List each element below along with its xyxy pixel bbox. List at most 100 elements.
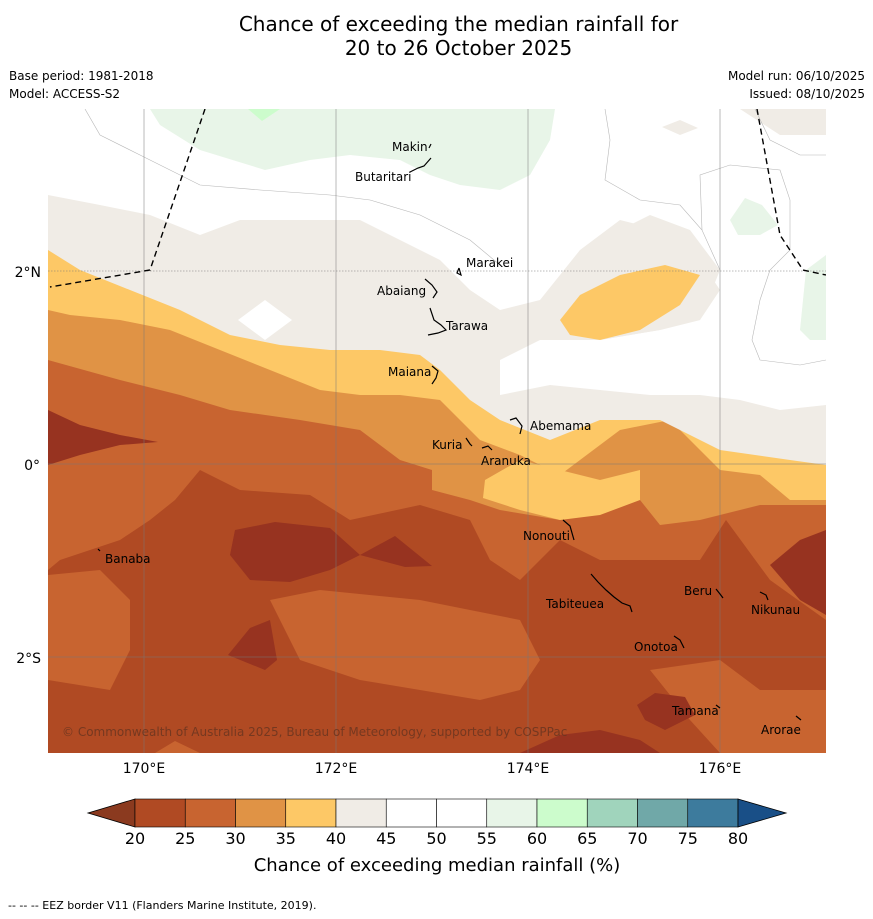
- x-tick-170e: 170°E: [123, 761, 166, 777]
- island-maiana: [431, 365, 439, 385]
- islands: [97, 143, 802, 721]
- contour-line-4: [699, 164, 826, 366]
- band-25-30-south2: [270, 590, 540, 700]
- meta-left: Base period: 1981-2018 Model: ACCESS-S2: [9, 67, 154, 103]
- colorbar-tick-label: 45: [376, 829, 396, 848]
- band-35-40-patch: [560, 265, 700, 340]
- island-abemama: [509, 417, 523, 435]
- island-tamana: [715, 704, 721, 709]
- x-axis-labels: 170°E 172°E 174°E 176°E: [123, 761, 742, 777]
- colorbar-ticks: 20 25 30 35 40 45 50 55 60 65 70 75 80: [125, 829, 748, 848]
- y-tick-2s: 2°S: [16, 651, 41, 667]
- grid: [48, 109, 826, 753]
- colorbar-bin: [134, 798, 186, 828]
- island-tarawa: [427, 307, 448, 336]
- y-tick-2n: 2°N: [15, 265, 41, 281]
- label-kuria: Kuria: [432, 438, 463, 452]
- colorbar-tick-label: 65: [577, 829, 597, 848]
- base-period: Base period: 1981-2018: [9, 69, 154, 83]
- colorbar-tick-label: 20: [125, 829, 145, 848]
- colorbar-tick-label: 30: [225, 829, 245, 848]
- island-nikunau: [759, 591, 769, 601]
- label-butaritari: Butaritari: [355, 170, 412, 184]
- band-45-55-island: [238, 300, 292, 340]
- label-beru: Beru: [684, 584, 712, 598]
- colorbar-tick-label: 70: [627, 829, 647, 848]
- title-line-2: 20 to 26 October 2025: [344, 36, 573, 60]
- band-55-60-east: [730, 198, 778, 235]
- island-banaba: [97, 548, 101, 552]
- meta-right: Model run: 06/10/2025 Issued: 08/10/2025: [728, 67, 865, 103]
- label-maiana: Maiana: [388, 365, 431, 379]
- island-abaiang: [424, 278, 438, 299]
- colorbar-tick-label: 25: [175, 829, 195, 848]
- label-tamana: Tamana: [671, 704, 719, 718]
- island-makin: [428, 143, 432, 149]
- band-25-30-se: [650, 660, 826, 753]
- island-kuria: [465, 437, 473, 447]
- contour-line-3: [754, 109, 826, 156]
- island-tabiteuea: [590, 573, 633, 613]
- label-onotoa: Onotoa: [634, 640, 678, 654]
- label-abaiang: Abaiang: [377, 284, 426, 298]
- x-tick-172e: 172°E: [315, 761, 358, 777]
- label-aranuka: Aranuka: [481, 454, 531, 468]
- band-below-20-west: [48, 410, 158, 465]
- island-beru: [715, 588, 724, 599]
- colorbar-bin: [385, 798, 437, 828]
- label-tarawa: Tarawa: [445, 319, 488, 333]
- eez-borders: [49, 109, 826, 288]
- colorbar-tick-label: 40: [326, 829, 346, 848]
- model-name: Model: ACCESS-S2: [9, 87, 121, 101]
- colorbar-tick-label: 80: [728, 829, 748, 848]
- label-arorae: Arorae: [761, 723, 801, 737]
- colorbar-tick-label: 50: [426, 829, 446, 848]
- colorbar-bin: [184, 798, 236, 828]
- eez-west: [49, 109, 206, 288]
- band-below-20-e: [770, 530, 826, 615]
- colorbar-tick-label: 35: [276, 829, 296, 848]
- colorbar-bin: [285, 798, 337, 828]
- band-below-20-a: [230, 522, 360, 582]
- label-makin: Makin: [392, 140, 428, 154]
- island-onotoa: [673, 635, 685, 649]
- colorbar-label: Chance of exceeding median rainfall (%): [254, 855, 621, 876]
- label-tabiteuea: Tabiteuea: [545, 597, 604, 611]
- colorbar-tick-label: 75: [678, 829, 698, 848]
- contour-line-1: [84, 109, 501, 266]
- eez-east: [756, 109, 826, 276]
- colorbar-bins: [134, 798, 739, 828]
- label-banaba: Banaba: [105, 552, 151, 566]
- island-nonouti: [562, 519, 575, 541]
- colorbar: 20 25 30 35 40 45 50 55 60 65 70 75 80 Chance of exc…: [86, 798, 788, 876]
- band-below-20-f: [520, 730, 660, 753]
- band-55-60-east2: [800, 255, 826, 340]
- y-axis-labels: 2°N 0° 2°S: [15, 265, 42, 667]
- band-below-20-d: [637, 693, 695, 730]
- band-below-20-c: [228, 620, 277, 670]
- colorbar-bin: [687, 798, 739, 828]
- colorbar-bin: [436, 798, 488, 828]
- band-35-40-blob: [483, 460, 640, 520]
- model-run: Model run: 06/10/2025: [727, 69, 865, 83]
- label-nonouti: Nonouti: [523, 529, 570, 543]
- colorbar-over-arrow: [737, 798, 788, 828]
- island-marakei: [456, 267, 462, 277]
- colorbar-bin: [586, 798, 638, 828]
- label-abemama: Abemama: [530, 419, 591, 433]
- colorbar-bin: [637, 798, 689, 828]
- colorbar-bin: [536, 798, 588, 828]
- label-nikunau: Nikunau: [751, 603, 800, 617]
- band-below-20-b: [360, 536, 432, 567]
- place-labels: Makin Butaritari Marakei Abaiang Tarawa …: [105, 140, 801, 737]
- eez-source-note: -- -- -- EEZ border V11 (Flanders Marine…: [8, 899, 317, 912]
- colorbar-bin: [486, 798, 538, 828]
- title-line-1: Chance of exceeding the median rainfall …: [238, 12, 679, 36]
- colorbar-under-arrow: [86, 798, 136, 828]
- y-tick-0: 0°: [24, 458, 40, 474]
- map-area: Makin Butaritari Marakei Abaiang Tarawa …: [48, 109, 826, 753]
- band-55-60-north: [150, 109, 555, 190]
- colorbar-tick-label: 60: [527, 829, 547, 848]
- issued-date: Issued: 08/10/2025: [749, 87, 865, 101]
